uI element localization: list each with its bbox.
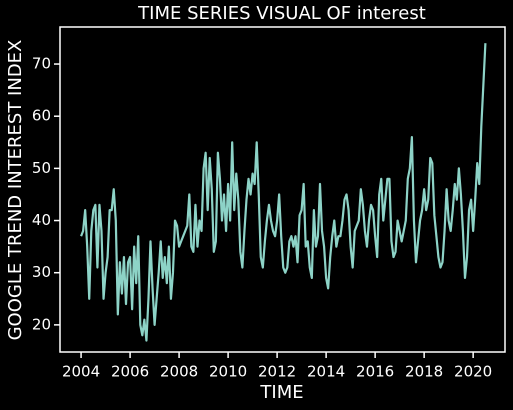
x-tick-label: 2004: [62, 363, 100, 381]
chart-title: TIME SERIES VISUAL OF interest: [137, 3, 426, 24]
y-tick-label: 40: [32, 211, 51, 229]
y-tick-label: 50: [32, 159, 51, 177]
x-tick-label: 2010: [209, 363, 247, 381]
y-tick-label: 30: [32, 263, 51, 281]
y-axis-label: GOOGLE TREND INTEREST INDEX: [5, 40, 26, 341]
x-tick-label: 2016: [356, 363, 394, 381]
x-tick-label: 2018: [405, 363, 443, 381]
x-tick-label: 2014: [307, 363, 345, 381]
y-tick-label: 20: [32, 315, 51, 333]
data-line: [80, 43, 487, 342]
plot-frame: [59, 26, 506, 353]
x-tick-label: 2008: [160, 363, 198, 381]
y-tick-label: 60: [32, 107, 51, 125]
x-tick-label: 2012: [258, 363, 296, 381]
y-tick-label: 70: [32, 55, 51, 73]
x-axis-label: TIME: [259, 382, 303, 403]
x-tick-label: 2006: [111, 363, 149, 381]
x-tick-label: 2020: [454, 363, 492, 381]
